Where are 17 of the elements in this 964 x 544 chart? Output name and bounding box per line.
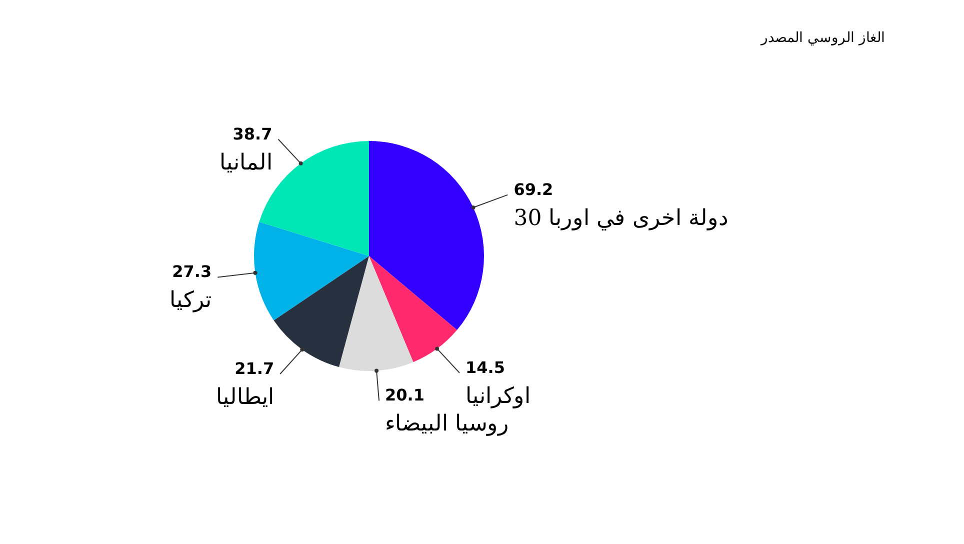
pie-slice (338, 256, 414, 371)
data-label: 14.5 (466, 358, 506, 377)
data-label: 20.1 (385, 386, 425, 405)
slice-label: 30 دولة اخرى في اوربا (514, 206, 729, 231)
pie-slice (254, 222, 369, 320)
slice-label: تركيا (170, 288, 212, 314)
pie-slice (369, 256, 457, 362)
data-label: 27.3 (172, 262, 212, 282)
data-label: 69.2 (514, 180, 554, 199)
slice-label: اوكرانيا (466, 384, 531, 409)
slice-label: ايطاليا (216, 385, 274, 410)
text: الغاز الروسي المصدر (760, 30, 885, 46)
slice-label: روسيا البيضاء (385, 412, 510, 437)
data-label: 38.7 (232, 124, 272, 144)
data-label: 21.7 (234, 359, 274, 378)
pie-slice (369, 141, 484, 330)
slice-label: المانيا (219, 150, 272, 176)
